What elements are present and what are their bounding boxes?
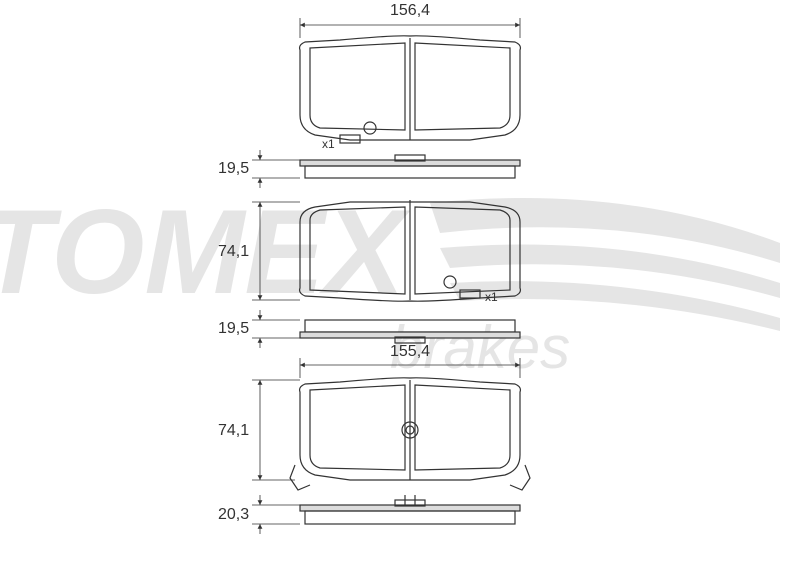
technical-drawing [0,0,786,585]
brake-pad-1-side [252,150,520,188]
qty-label-pad2: x1 [485,290,498,304]
dim-label-side2: 19,5 [218,320,249,338]
brake-pad-2-side [252,310,520,348]
dim-label-side3: 20,3 [218,506,249,524]
brake-pad-3-side [252,495,520,534]
brake-pad-1 [300,36,521,143]
dim-label-bottom-width: 155,4 [390,343,430,361]
dim-bottom-width [300,358,520,378]
dim-label-pad2-height: 74,1 [218,243,249,261]
brake-pad-2 [252,200,520,301]
qty-label-pad1: x1 [322,137,335,151]
dim-label-top-width: 156,4 [390,2,430,20]
dim-label-side1: 19,5 [218,160,249,178]
dim-label-pad3-height: 74,1 [218,422,249,440]
brake-pad-3 [252,378,530,490]
dim-top-width [300,18,520,38]
diagram-container: 156,4 19,5 74,1 19,5 155,4 74,1 20,3 x1 … [0,0,786,585]
